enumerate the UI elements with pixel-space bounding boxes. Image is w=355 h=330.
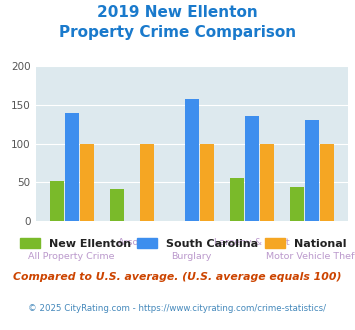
Bar <box>80 144 93 221</box>
Text: © 2025 CityRating.com - https://www.cityrating.com/crime-statistics/: © 2025 CityRating.com - https://www.city… <box>28 304 327 313</box>
Text: 2019 New Ellenton: 2019 New Ellenton <box>97 5 258 20</box>
Text: Compared to U.S. average. (U.S. average equals 100): Compared to U.S. average. (U.S. average … <box>13 272 342 282</box>
Text: Property Crime Comparison: Property Crime Comparison <box>59 25 296 40</box>
Bar <box>245 115 259 221</box>
Bar <box>110 188 124 221</box>
Text: Arson: Arson <box>118 238 145 247</box>
Bar <box>65 113 78 221</box>
Bar <box>260 144 274 221</box>
Text: Motor Vehicle Theft: Motor Vehicle Theft <box>266 252 355 261</box>
Text: Burglary: Burglary <box>171 252 212 261</box>
Bar <box>230 179 244 221</box>
Bar <box>140 144 154 221</box>
Bar <box>320 144 334 221</box>
Bar <box>200 144 214 221</box>
Legend: New Ellenton, South Carolina, National: New Ellenton, South Carolina, National <box>20 238 346 249</box>
Text: Larceny & Theft: Larceny & Theft <box>214 238 290 247</box>
Bar <box>185 99 198 221</box>
Bar <box>50 181 64 221</box>
Bar <box>290 187 304 221</box>
Text: All Property Crime: All Property Crime <box>28 252 115 261</box>
Bar <box>305 119 319 221</box>
